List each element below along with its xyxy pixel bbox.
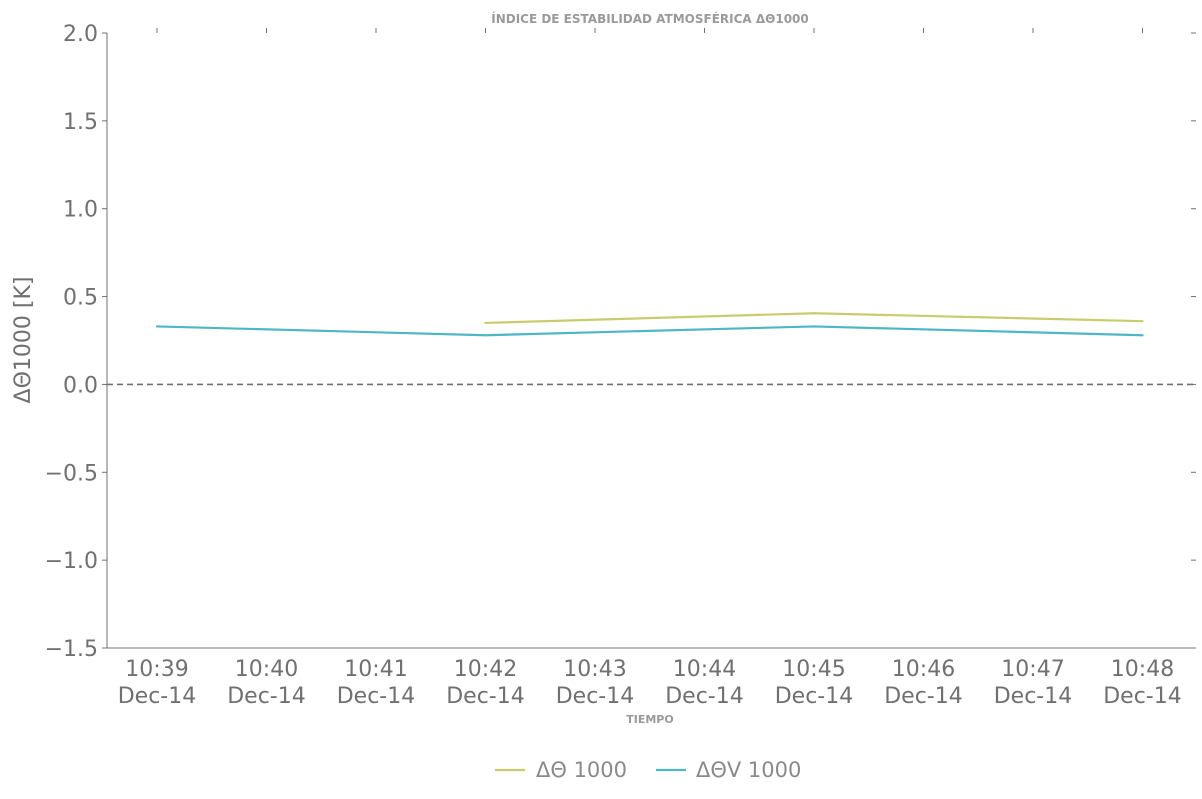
plot-area: −1.5−1.0−0.50.00.51.01.52.0 10:39Dec-141… <box>45 22 1196 709</box>
x-tick-label-time: 10:40 <box>235 657 298 682</box>
x-tick-label-time: 10:44 <box>673 657 736 682</box>
series-line-0 <box>484 312 1144 325</box>
x-tick-label-date: Dec-14 <box>556 684 635 709</box>
series-line-1 <box>155 325 1144 337</box>
x-axis-ticks: 10:39Dec-1410:40Dec-1410:41Dec-1410:42De… <box>118 28 1182 709</box>
y-tick-label: 2.0 <box>63 22 98 47</box>
x-tick-label-time: 10:48 <box>1111 657 1174 682</box>
legend-label-0: ΔΘ 1000 <box>536 758 627 782</box>
y-tick-label: 0.0 <box>63 373 98 398</box>
x-tick-label-time: 10:43 <box>563 657 626 682</box>
x-tick-label-time: 10:45 <box>782 657 845 682</box>
x-tick-label-date: Dec-14 <box>118 684 197 709</box>
x-tick-label-date: Dec-14 <box>446 684 525 709</box>
y-tick-label: 1.5 <box>63 110 98 135</box>
x-tick-label-time: 10:46 <box>892 657 955 682</box>
x-tick-label-date: Dec-14 <box>775 684 854 709</box>
y-tick-label: 1.0 <box>63 198 98 223</box>
x-tick-label-date: Dec-14 <box>994 684 1073 709</box>
legend-label-1: ΔΘV 1000 <box>696 758 801 782</box>
y-axis-ticks: −1.5 −1.0 −0.5 0.0 0.5 1.0 1.5 2.0 <box>45 22 1196 662</box>
x-tick-label-date: Dec-14 <box>665 684 744 709</box>
x-tick-label-time: 10:39 <box>125 657 188 682</box>
x-tick-label-date: Dec-14 <box>337 684 416 709</box>
x-tick-label-time: 10:42 <box>454 657 517 682</box>
legend: ΔΘ 1000 ΔΘV 1000 <box>495 758 801 782</box>
chart-title: ÍNDICE DE ESTABILIDAD ATMOSFÉRICA ΔΘ1000 <box>491 11 809 26</box>
x-tick-label-time: 10:41 <box>344 657 407 682</box>
series-lines <box>155 312 1144 337</box>
y-tick-label: −0.5 <box>45 461 98 486</box>
x-tick-label-date: Dec-14 <box>1103 684 1182 709</box>
y-tick-label: 0.5 <box>63 286 98 311</box>
x-axis-label: TIEMPO <box>626 713 673 726</box>
y-tick-label: −1.5 <box>45 637 98 662</box>
y-axis-label: ΔΘ1000 [K] <box>11 277 36 404</box>
x-tick-label-time: 10:47 <box>1001 657 1064 682</box>
x-tick-label-date: Dec-14 <box>884 684 963 709</box>
y-tick-label: −1.0 <box>45 549 98 574</box>
x-tick-label-date: Dec-14 <box>227 684 306 709</box>
